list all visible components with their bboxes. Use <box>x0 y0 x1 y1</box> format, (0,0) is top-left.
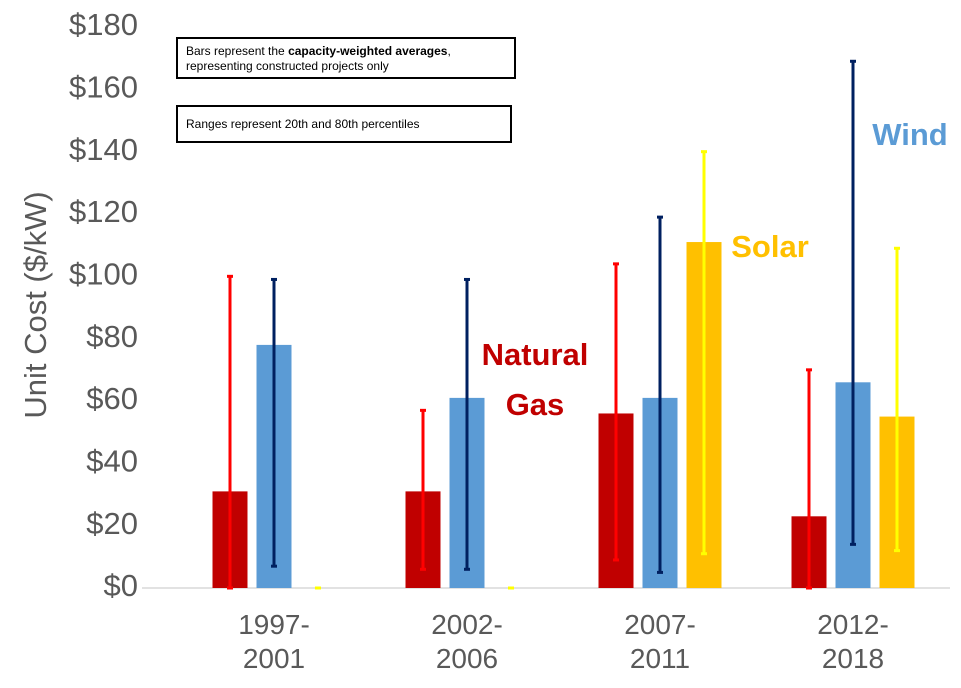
x-tick-label-box: 1997-2001 <box>238 609 310 674</box>
y-tick-label: $0 <box>104 568 138 603</box>
note-text: capacity-weighted averages <box>288 44 448 58</box>
x-tick-label-box: 2012-2018 <box>817 609 889 674</box>
x-tick-label: 2012-2018 <box>817 609 889 674</box>
y-tick-label: $40 <box>86 444 138 479</box>
x-tick-label: 2002-2006 <box>431 609 503 674</box>
note-text: Ranges represent 20th and 80th percentil… <box>186 117 420 131</box>
y-tick-label: $60 <box>86 381 138 416</box>
note-text: Bars represent the <box>186 44 289 58</box>
note-box: Bars represent the capacity-weighted ave… <box>176 37 516 79</box>
legend-label: Natural Gas <box>481 337 589 422</box>
y-tick-label: $160 <box>69 70 138 105</box>
y-tick-label: $100 <box>69 257 138 292</box>
x-tick-label: 2007-2011 <box>624 609 696 674</box>
legend-label: Wind <box>872 117 948 152</box>
legend-label: Solar <box>731 229 809 264</box>
x-tick-label-box: 2002-2006 <box>431 609 503 674</box>
y-tick-label: $140 <box>69 132 138 167</box>
y-axis-title: Unit Cost ($/kW) <box>18 191 53 418</box>
note-box: Ranges represent 20th and 80th percentil… <box>176 105 512 143</box>
legend-label-box: Solar <box>731 229 809 264</box>
legend-label-box: Natural Gas <box>481 337 589 422</box>
note: Bars represent the capacity-weighted ave… <box>176 37 516 79</box>
x-tick-label: 1997-2001 <box>238 609 310 674</box>
note: Ranges represent 20th and 80th percentil… <box>176 105 512 143</box>
y-tick-label: $20 <box>86 506 138 541</box>
note-text: , representing constructed projects only <box>186 44 451 73</box>
legend-label-box: Wind <box>872 117 948 152</box>
y-tick-label: $180 <box>69 7 138 42</box>
x-tick-label-box: 2007-2011 <box>624 609 696 674</box>
y-tick-label: $80 <box>86 319 138 354</box>
y-tick-label: $120 <box>69 194 138 229</box>
